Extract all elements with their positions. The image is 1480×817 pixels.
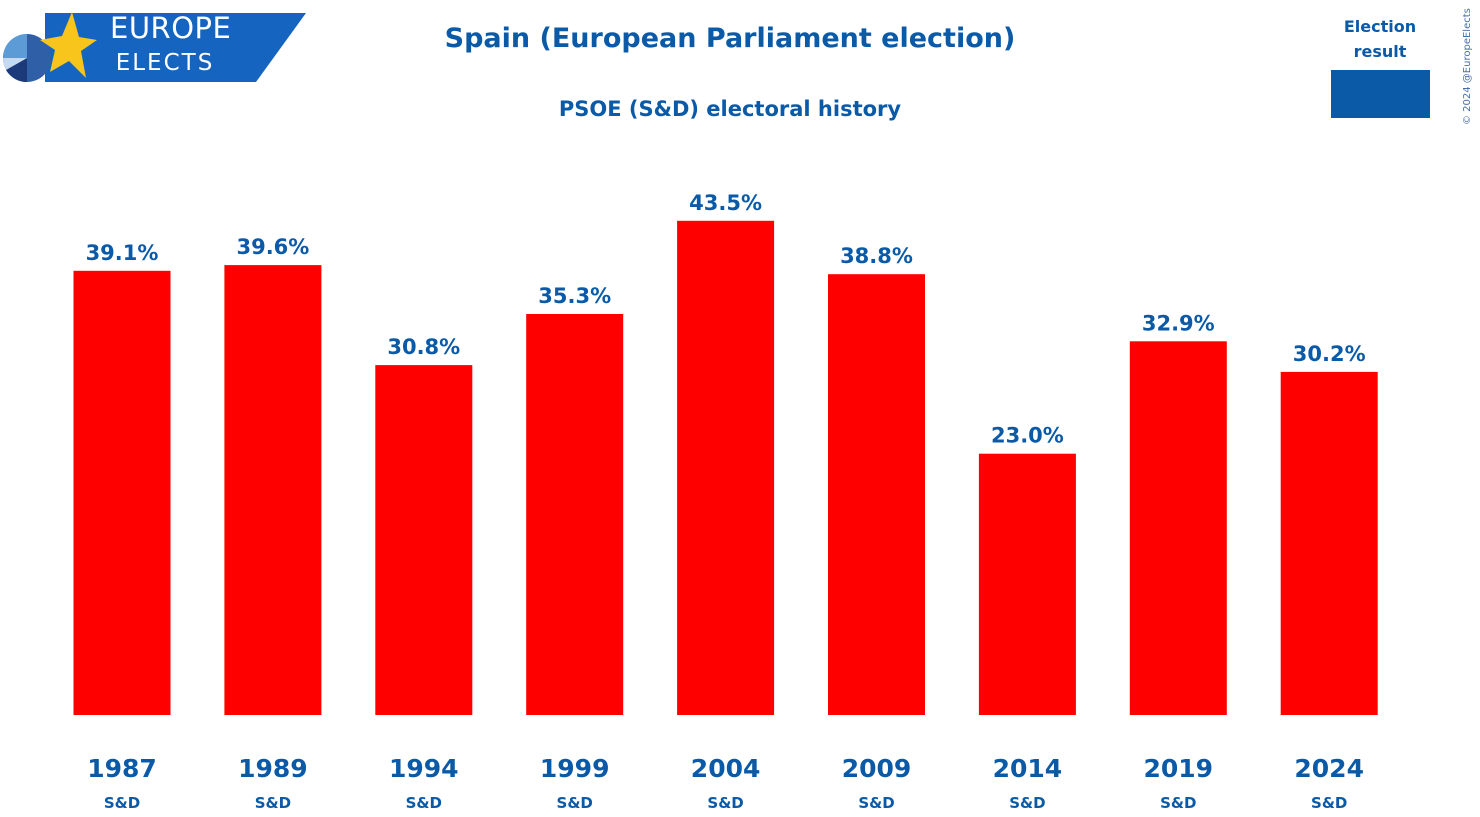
logo-text-elects: ELECTS (115, 50, 215, 76)
year-label-2009: 2009 (842, 754, 912, 783)
year-label-2004: 2004 (691, 754, 761, 783)
value-label-1987: 39.1% (86, 241, 159, 265)
logo-graphic (2, 12, 306, 83)
value-label-2009: 38.8% (840, 244, 913, 268)
year-label-1987: 1987 (87, 754, 157, 783)
logo-pie-icon (2, 34, 51, 83)
group-label-2024: S&D (1311, 794, 1347, 812)
bar-1987 (73, 270, 171, 715)
value-label-1994: 30.8% (387, 335, 460, 359)
year-label-2019: 2019 (1144, 754, 1214, 783)
value-label-1989: 39.6% (236, 235, 309, 259)
legend: Election result (1328, 14, 1432, 118)
logo-banner (45, 13, 306, 82)
value-label-2019: 32.9% (1142, 311, 1215, 335)
legend-label: Election result (1343, 17, 1417, 61)
bar-2014 (978, 453, 1076, 715)
logo-text-europe: EUROPE (110, 11, 232, 45)
year-label-1999: 1999 (540, 754, 610, 783)
group-label-1987: S&D (104, 794, 140, 812)
bar-1989 (224, 265, 322, 715)
legend-swatch (1331, 70, 1430, 118)
bar-2024 (1280, 371, 1378, 715)
year-label-1994: 1994 (389, 754, 459, 783)
value-label-2014: 23.0% (991, 424, 1064, 448)
group-label-2014: S&D (1009, 794, 1045, 812)
group-label-1999: S&D (557, 794, 593, 812)
group-label-1994: S&D (406, 794, 442, 812)
group-label-2004: S&D (707, 794, 743, 812)
bar-2019 (1129, 341, 1227, 715)
year-label-2024: 2024 (1294, 754, 1364, 783)
value-label-2024: 30.2% (1293, 342, 1366, 366)
year-label-2014: 2014 (993, 754, 1063, 783)
year-label-1989: 1989 (238, 754, 308, 783)
chart-subtitle: PSOE (S&D) electoral history (558, 97, 902, 121)
bar-2009 (828, 274, 925, 715)
group-label-2019: S&D (1160, 794, 1196, 812)
group-label-1989: S&D (255, 794, 291, 812)
group-label-2009: S&D (858, 794, 894, 812)
value-label-1999: 35.3% (538, 284, 611, 308)
bar-1999 (526, 314, 624, 715)
bar-2004 (677, 220, 775, 716)
star-icon (40, 12, 97, 78)
chart-title: Spain (European Parliament election) (444, 23, 1016, 54)
europe-elects-logo: EUROPE ELECTS (0, 0, 310, 90)
bar-1994 (375, 365, 473, 715)
value-label-2004: 43.5% (689, 191, 762, 215)
